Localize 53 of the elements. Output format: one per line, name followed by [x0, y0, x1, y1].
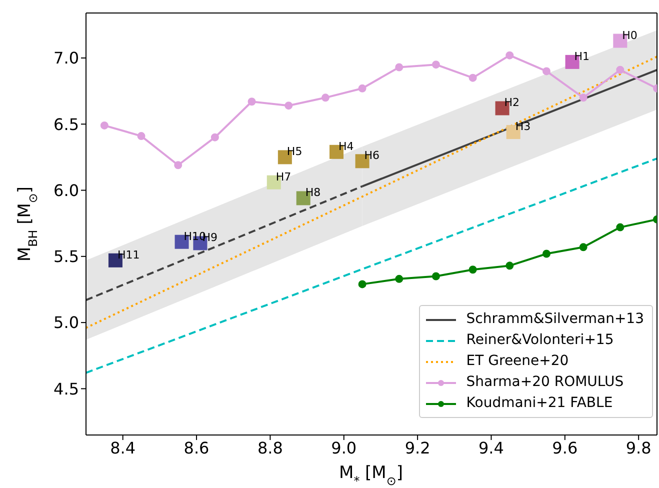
point [432, 272, 440, 280]
point [358, 280, 366, 288]
y-tick-label: 5.5 [54, 247, 79, 266]
x-tick-label: 8.8 [257, 438, 283, 458]
point [210, 133, 219, 142]
annotation: H7 [276, 170, 292, 184]
x-axis-title: M$_{*}$ [M$_{⊙}$] [339, 463, 403, 488]
legend-label: Koudmani+21 FABLE [466, 394, 613, 413]
point [137, 132, 146, 140]
x-tick-label: 9.0 [331, 438, 357, 458]
y-tick-label: 6.5 [54, 114, 79, 134]
point [542, 67, 550, 76]
annotation: H5 [286, 145, 302, 158]
point [284, 102, 293, 110]
point [542, 250, 550, 258]
point [395, 274, 404, 283]
point [506, 51, 514, 60]
point [506, 262, 514, 270]
legend-label: ET Greene+20 [466, 352, 569, 371]
y-tick-label: 5.0 [54, 313, 79, 332]
point [432, 60, 440, 69]
annotation: H6 [364, 149, 380, 162]
x-tick-label: 9.2 [404, 438, 430, 458]
point [579, 94, 588, 102]
y-tick-label: 4.5 [54, 379, 79, 398]
legend-label: Reiner&Volonteri+15 [466, 331, 614, 350]
point [174, 161, 182, 170]
x-tick-label: 8.6 [184, 438, 210, 458]
point [616, 223, 624, 232]
point [579, 243, 588, 252]
annotation: H0 [622, 28, 638, 42]
y-tick-label: 6.0 [54, 180, 79, 200]
annotation: H4 [338, 140, 354, 153]
x-tick-label: 8.4 [110, 438, 136, 458]
y-tick-label: 7.0 [54, 48, 79, 68]
annotation: H2 [504, 96, 520, 110]
point [321, 94, 330, 102]
point [248, 98, 256, 106]
legend-label: Schramm&Silverman+13 [466, 310, 644, 329]
point [358, 84, 366, 92]
point [395, 63, 404, 72]
point [616, 66, 624, 74]
annotation: H3 [515, 120, 531, 134]
annotation: H11 [117, 248, 140, 262]
x-tick-label: 9.6 [552, 438, 578, 458]
point [468, 74, 477, 82]
legend-label: Sharma+20 ROMULUS [466, 373, 624, 392]
point [100, 121, 108, 130]
point [468, 266, 477, 274]
annotation: H1 [574, 50, 590, 63]
x-tick-label: 9.4 [478, 438, 504, 458]
x-tick-label: 9.8 [626, 438, 652, 458]
annotation: H8 [305, 186, 321, 200]
